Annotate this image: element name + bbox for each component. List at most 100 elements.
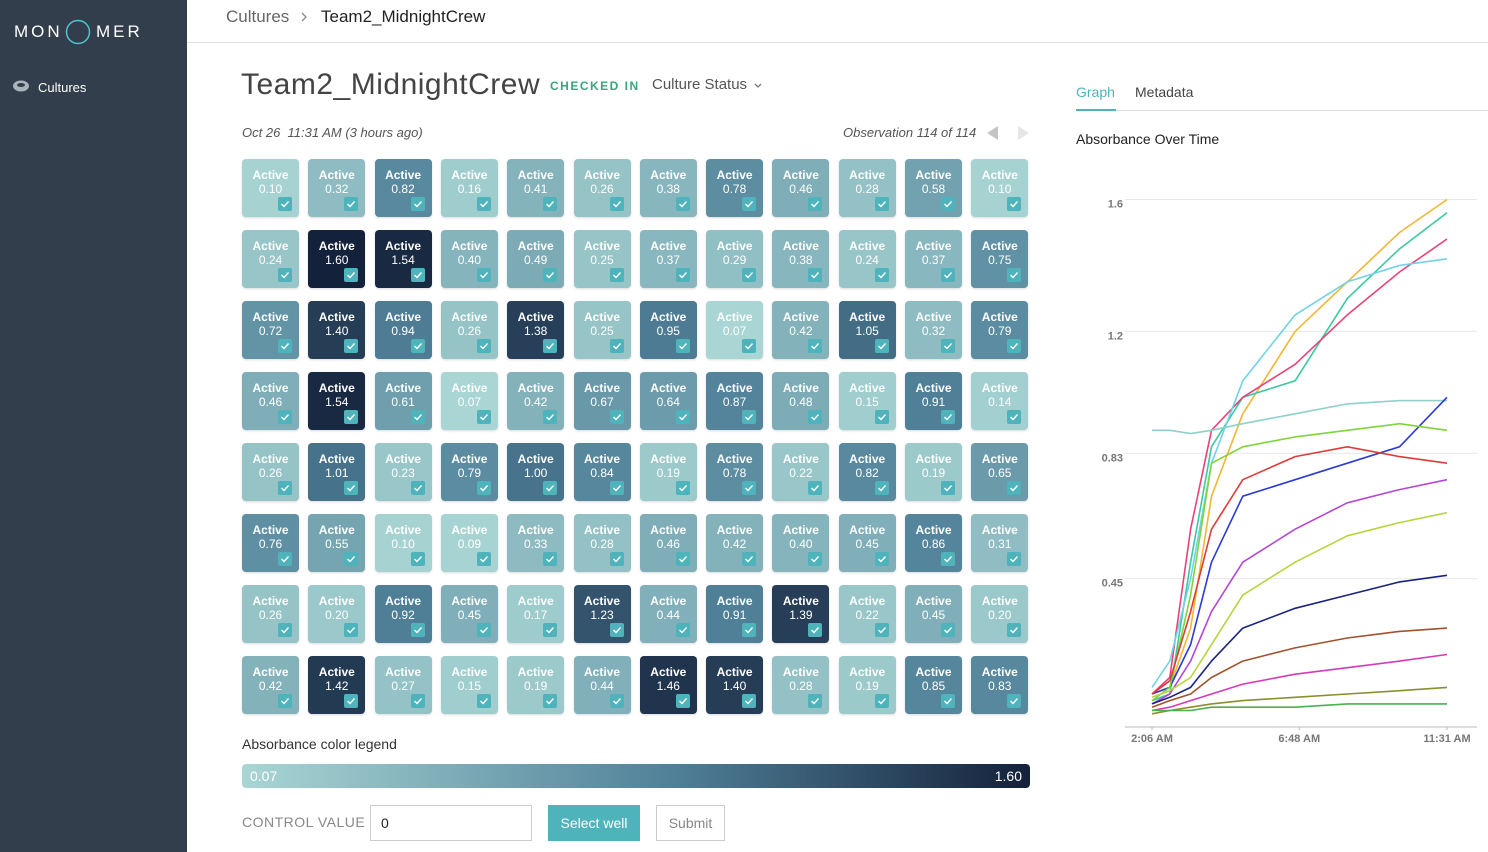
well[interactable]: Active 1.38 (507, 301, 565, 359)
well-checkbox[interactable] (808, 694, 823, 708)
well[interactable]: Active 1.40 (706, 656, 764, 714)
well-checkbox[interactable] (874, 268, 889, 282)
well[interactable]: Active 0.78 (706, 443, 764, 501)
well[interactable]: Active 1.54 (308, 372, 366, 430)
well[interactable]: Active 0.28 (772, 656, 830, 714)
well-checkbox[interactable] (874, 197, 889, 211)
well-checkbox[interactable] (874, 552, 889, 566)
well[interactable]: Active 0.49 (507, 230, 565, 288)
well[interactable]: Active 0.19 (507, 656, 565, 714)
well-checkbox[interactable] (609, 197, 624, 211)
well-checkbox[interactable] (808, 339, 823, 353)
well-checkbox[interactable] (476, 410, 491, 424)
well-checkbox[interactable] (742, 410, 757, 424)
well-checkbox[interactable] (543, 552, 558, 566)
well-checkbox[interactable] (941, 197, 955, 211)
well[interactable]: Active 0.78 (706, 159, 764, 217)
well[interactable]: Active 0.86 (905, 514, 962, 572)
well[interactable]: Active 0.64 (639, 372, 697, 430)
well-checkbox[interactable] (609, 410, 624, 424)
well[interactable]: Active 1.46 (639, 656, 697, 714)
well[interactable]: Active 0.55 (308, 514, 366, 572)
well-checkbox[interactable] (410, 623, 425, 637)
well[interactable]: Active 0.92 (374, 585, 432, 643)
well-checkbox[interactable] (476, 694, 491, 708)
well-checkbox[interactable] (675, 339, 690, 353)
well-checkbox[interactable] (742, 623, 757, 637)
well[interactable]: Active 0.76 (242, 514, 299, 572)
well-checkbox[interactable] (344, 481, 359, 495)
well[interactable]: Active 0.25 (573, 301, 631, 359)
well-checkbox[interactable] (1007, 410, 1022, 424)
well-checkbox[interactable] (278, 339, 292, 353)
well[interactable]: Active 0.15 (838, 372, 896, 430)
well[interactable]: Active 0.91 (706, 585, 764, 643)
well-checkbox[interactable] (476, 268, 491, 282)
well-checkbox[interactable] (476, 481, 491, 495)
well[interactable]: Active 1.40 (308, 301, 366, 359)
well[interactable]: Active 0.95 (639, 301, 697, 359)
well-checkbox[interactable] (344, 339, 359, 353)
well[interactable]: Active 0.83 (971, 656, 1029, 714)
well-checkbox[interactable] (476, 552, 491, 566)
next-observation[interactable] (1018, 126, 1029, 140)
well[interactable]: Active 0.65 (971, 443, 1029, 501)
well-checkbox[interactable] (742, 197, 757, 211)
tab-graph[interactable]: Graph (1076, 84, 1115, 100)
well[interactable]: Active 0.42 (706, 514, 764, 572)
well-checkbox[interactable] (874, 623, 889, 637)
well[interactable]: Active 0.22 (838, 585, 896, 643)
well-checkbox[interactable] (278, 410, 292, 424)
well-checkbox[interactable] (941, 268, 955, 282)
well[interactable]: Active 0.72 (242, 301, 299, 359)
well[interactable]: Active 0.44 (573, 656, 631, 714)
well[interactable]: Active 0.26 (242, 585, 299, 643)
well-checkbox[interactable] (278, 694, 292, 708)
well[interactable]: Active 0.19 (838, 656, 896, 714)
well-checkbox[interactable] (278, 197, 292, 211)
well[interactable]: Active 0.44 (639, 585, 697, 643)
well[interactable]: Active 0.32 (905, 301, 962, 359)
well[interactable]: Active 0.14 (971, 372, 1029, 430)
well-checkbox[interactable] (941, 410, 955, 424)
status-menu[interactable]: Culture Status (652, 76, 748, 93)
well[interactable]: Active 0.91 (905, 372, 962, 430)
well[interactable]: Active 0.07 (706, 301, 764, 359)
well-checkbox[interactable] (675, 410, 690, 424)
well-checkbox[interactable] (742, 694, 757, 708)
well-checkbox[interactable] (675, 694, 690, 708)
well[interactable]: Active 0.48 (772, 372, 830, 430)
well[interactable]: Active 1.00 (507, 443, 565, 501)
well[interactable]: Active 0.79 (440, 443, 498, 501)
well-checkbox[interactable] (1007, 197, 1022, 211)
well[interactable]: Active 0.79 (971, 301, 1029, 359)
well[interactable]: Active 0.19 (905, 443, 962, 501)
well-checkbox[interactable] (742, 339, 757, 353)
well-checkbox[interactable] (675, 552, 690, 566)
well[interactable]: Active 0.09 (440, 514, 498, 572)
well-checkbox[interactable] (874, 339, 889, 353)
well[interactable]: Active 0.61 (374, 372, 432, 430)
well-checkbox[interactable] (609, 268, 624, 282)
well[interactable]: Active 0.46 (242, 372, 299, 430)
well-checkbox[interactable] (278, 481, 292, 495)
well[interactable]: Active 0.84 (573, 443, 631, 501)
well[interactable]: Active 0.40 (440, 230, 498, 288)
control-input[interactable]: 0 (370, 805, 532, 841)
well[interactable]: Active 0.24 (838, 230, 896, 288)
well-checkbox[interactable] (344, 410, 359, 424)
well[interactable]: Active 0.46 (639, 514, 697, 572)
well[interactable]: Active 1.42 (308, 656, 366, 714)
well[interactable]: Active 0.28 (838, 159, 896, 217)
well-checkbox[interactable] (808, 410, 823, 424)
well-checkbox[interactable] (874, 694, 889, 708)
well-checkbox[interactable] (808, 197, 823, 211)
well-checkbox[interactable] (609, 481, 624, 495)
well[interactable]: Active 0.45 (838, 514, 896, 572)
well-checkbox[interactable] (675, 197, 690, 211)
well-checkbox[interactable] (476, 339, 491, 353)
well[interactable]: Active 0.16 (440, 159, 498, 217)
well-checkbox[interactable] (675, 623, 690, 637)
well-checkbox[interactable] (609, 623, 624, 637)
nav-cultures[interactable]: Cultures (38, 80, 87, 95)
